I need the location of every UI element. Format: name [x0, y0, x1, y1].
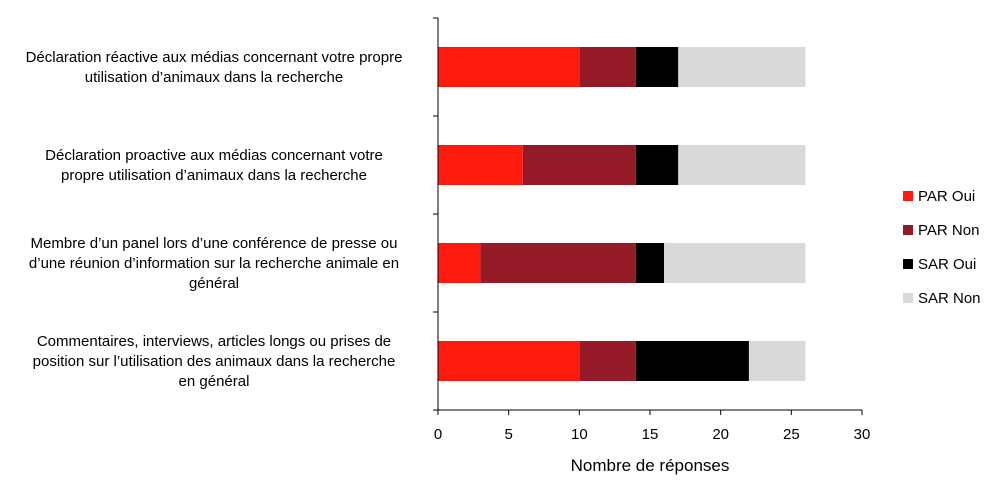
x-tick-label: 0 [434, 426, 442, 443]
bar-segment-par-oui-2 [438, 145, 523, 185]
bars-group [438, 47, 806, 381]
category-label-2: Déclaration proactive aux médias concern… [45, 147, 383, 184]
bar-segment-sar-oui-1 [635, 47, 679, 87]
bar-segment-sar-oui-2 [635, 145, 679, 185]
x-tick-label: 5 [504, 426, 512, 443]
bar-segment-sar-non-3 [664, 243, 806, 283]
category-label-line: général [189, 275, 239, 292]
category-label-line: d’une réunion d’information sur la reche… [29, 255, 399, 272]
bar-segment-par-non-3 [480, 243, 636, 283]
legend-label-par-oui: PAR Oui [918, 188, 975, 205]
bar-segment-par-non-2 [522, 145, 636, 185]
category-label-line: Déclaration réactive aux médias concerna… [26, 49, 403, 66]
category-label-line: Commentaires, interviews, articles longs… [37, 333, 391, 350]
axes-group [433, 17, 863, 415]
category-label-line: Déclaration proactive aux médias concern… [45, 147, 383, 164]
x-tick-label: 15 [642, 426, 659, 443]
legend-swatch-sar-non [903, 293, 913, 303]
legend-label-par-non: PAR Non [918, 222, 979, 239]
legend-label-sar-oui: SAR Oui [918, 256, 976, 273]
x-tick-labels: 0 5 10 15 20 25 30 [434, 426, 871, 443]
bar-segment-sar-non-2 [678, 145, 806, 185]
category-label-4: Commentaires, interviews, articles longs… [33, 333, 396, 390]
legend-swatch-par-non [903, 225, 913, 235]
category-label-line: propre utilisation d’animaux dans la rec… [61, 167, 367, 184]
legend-swatch-par-oui [903, 191, 913, 201]
bar-segment-par-non-1 [579, 47, 636, 87]
bar-segment-par-oui-3 [438, 243, 481, 283]
bar-segment-sar-non-4 [748, 341, 806, 381]
category-label-line: en général [179, 373, 250, 390]
x-tick-label: 10 [571, 426, 588, 443]
x-tick-label: 20 [712, 426, 729, 443]
legend-label-sar-non: SAR Non [918, 290, 981, 307]
x-tick-label: 25 [783, 426, 800, 443]
bar-segment-par-oui-4 [438, 341, 580, 381]
bar-segment-sar-oui-4 [635, 341, 749, 381]
legend: PAR Oui PAR Non SAR Oui SAR Non [903, 188, 981, 307]
bar-segment-sar-oui-3 [635, 243, 665, 283]
category-label-3: Membre d’un panel lors d’une conférence … [29, 235, 399, 292]
category-label-line: position sur l’utilisation des animaux d… [33, 353, 396, 370]
bar-segment-par-non-4 [579, 341, 636, 381]
category-label-line: utilisation d’animaux dans la recherche [85, 69, 343, 86]
category-label-1: Déclaration réactive aux médias concerna… [26, 49, 403, 86]
category-labels: Déclaration réactive aux médias concerna… [26, 49, 403, 390]
category-label-line: Membre d’un panel lors d’une conférence … [31, 235, 398, 252]
x-axis-title: Nombre de réponses [571, 456, 730, 475]
x-tick-label: 30 [854, 426, 871, 443]
bar-segment-par-oui-1 [438, 47, 580, 87]
legend-swatch-sar-oui [903, 259, 913, 269]
bar-segment-sar-non-1 [678, 47, 806, 87]
